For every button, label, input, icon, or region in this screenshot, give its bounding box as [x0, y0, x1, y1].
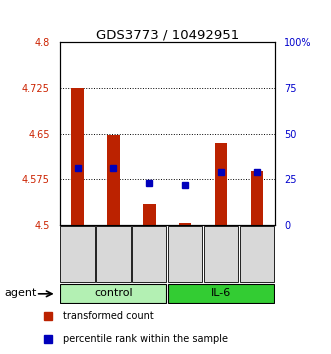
Text: agent: agent [5, 288, 37, 298]
Title: GDS3773 / 10492951: GDS3773 / 10492951 [96, 28, 239, 41]
Bar [251, 171, 263, 225]
Bar [179, 223, 191, 225]
Bar [204, 226, 238, 282]
Bar [60, 284, 166, 303]
Text: control: control [94, 289, 133, 298]
Bar [168, 226, 202, 282]
Bar [96, 226, 130, 282]
Text: transformed count: transformed count [63, 311, 154, 321]
Bar [132, 226, 166, 282]
Bar [215, 143, 227, 225]
Text: IL-6: IL-6 [211, 289, 231, 298]
Bar [143, 204, 156, 225]
Bar [240, 226, 274, 282]
Bar [168, 284, 274, 303]
Bar [107, 135, 119, 225]
Text: percentile rank within the sample: percentile rank within the sample [63, 334, 228, 344]
Bar [60, 226, 95, 282]
Bar [71, 88, 84, 225]
